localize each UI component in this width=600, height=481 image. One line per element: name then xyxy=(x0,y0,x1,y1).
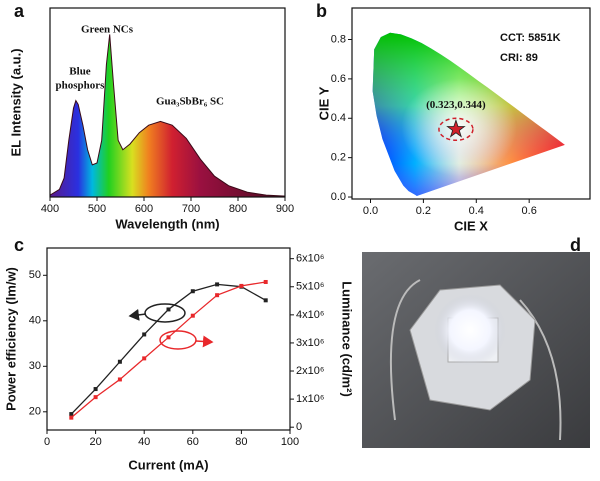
y2-tick-label: 0 xyxy=(296,421,302,433)
spectrum-area xyxy=(49,34,286,198)
y-axis-title: EL Intensity (a.u.) xyxy=(8,48,23,156)
x-tick-label: 80 xyxy=(235,436,247,448)
panel-label: c xyxy=(14,235,24,255)
marker xyxy=(93,395,98,400)
series-indicator xyxy=(159,330,197,350)
x-tick-label: 0.6 xyxy=(522,205,537,217)
plot-frame xyxy=(49,7,286,198)
wire xyxy=(519,299,562,441)
annotation: Gua₃SbBr₆ SC xyxy=(156,96,224,108)
y-tick-label: 20 xyxy=(29,406,41,418)
marker xyxy=(93,387,98,392)
marker xyxy=(215,293,220,298)
marker xyxy=(166,307,171,312)
annotation: Green NCs xyxy=(81,24,134,36)
y2-tick-label: 5x10⁶ xyxy=(296,281,324,293)
annotation: phosphors xyxy=(56,80,106,92)
x-tick-label: 0.0 xyxy=(363,205,378,217)
plot-frame xyxy=(351,7,591,200)
y-tick-label: 0.6 xyxy=(331,73,346,85)
panel-label: a xyxy=(14,1,25,21)
photo xyxy=(362,252,590,448)
marker xyxy=(142,332,147,337)
panel: c 0 20 40 60 80 100 20 30 40 50 0 1x10⁶ 2x10⁶ 3x10⁶ 4x1… xyxy=(3,235,354,473)
marker xyxy=(117,377,122,382)
series-line xyxy=(70,281,266,419)
annotation: (0.323,0.344) xyxy=(426,99,486,111)
y2-axis-title: Luminance (cd/m²) xyxy=(340,281,355,397)
series-indicator xyxy=(144,303,186,323)
point-ellipse xyxy=(438,117,474,142)
y2-tick-label: 2x10⁶ xyxy=(296,365,324,377)
marker xyxy=(166,335,171,340)
x-tick-label: 400 xyxy=(41,203,59,215)
y-tick-label: 0.4 xyxy=(331,112,346,124)
marker xyxy=(190,313,195,318)
y-tick-label: 50 xyxy=(29,269,41,281)
annotation: Blue xyxy=(69,66,91,78)
arrow xyxy=(128,308,147,321)
plot-frame xyxy=(46,247,291,431)
marker xyxy=(190,289,195,294)
annotation: CCT: 5851K xyxy=(500,32,561,44)
panel-label: b xyxy=(316,1,327,21)
x-tick-label: 100 xyxy=(281,436,299,448)
y-tick-label: 40 xyxy=(29,315,41,327)
marker xyxy=(117,359,122,364)
wire xyxy=(389,279,421,421)
x-tick-label: 800 xyxy=(229,203,247,215)
marker xyxy=(263,279,268,284)
x-axis-title: Wavelength (nm) xyxy=(115,216,219,231)
marker xyxy=(69,412,74,417)
marker xyxy=(215,282,220,287)
y-tick-label: 0.0 xyxy=(331,191,346,203)
y-tick-label: 30 xyxy=(29,360,41,372)
y-tick-label: 0.8 xyxy=(331,33,346,45)
x-tick-label: 900 xyxy=(276,203,294,215)
y2-tick-label: 1x10⁶ xyxy=(296,393,324,405)
panel: a Blue phosphors Green NCs Gua₃SbBr₆ SC 400 50… xyxy=(8,1,294,232)
marker xyxy=(263,298,268,303)
x-tick-label: 700 xyxy=(182,203,200,215)
marker xyxy=(239,283,244,288)
locus-shade xyxy=(372,32,565,197)
led-glow xyxy=(434,294,506,366)
y2-tick-label: 4x10⁶ xyxy=(296,309,324,321)
y-axis-title: CIE Y xyxy=(316,86,331,120)
y-axis-title: Power efficiency (lm/w) xyxy=(3,267,18,411)
x-tick-label: 0 xyxy=(44,436,50,448)
x-axis-title: Current (mA) xyxy=(128,457,208,472)
x-tick-label: 20 xyxy=(89,436,101,448)
x-tick-label: 60 xyxy=(187,436,199,448)
arrow xyxy=(195,335,214,348)
marker xyxy=(69,415,74,420)
y-tick-label: 0.2 xyxy=(331,152,346,164)
annotation: CRI: 89 xyxy=(500,52,538,64)
x-tick-label: 500 xyxy=(88,203,106,215)
y2-tick-label: 6x10⁶ xyxy=(296,253,324,265)
panel-label: d xyxy=(570,235,581,255)
marker xyxy=(142,356,147,361)
y2-tick-label: 3x10⁶ xyxy=(296,337,324,349)
x-tick-label: 0.4 xyxy=(469,205,484,217)
x-tick-label: 40 xyxy=(138,436,150,448)
point xyxy=(446,119,466,138)
x-tick-label: 600 xyxy=(135,203,153,215)
x-axis-title: CIE X xyxy=(454,218,488,233)
x-tick-label: 0.2 xyxy=(416,205,431,217)
panel: b (0.323,0.344) CCT: 5851K CRI: 89 0.0 0.2 0.4… xyxy=(316,1,591,233)
